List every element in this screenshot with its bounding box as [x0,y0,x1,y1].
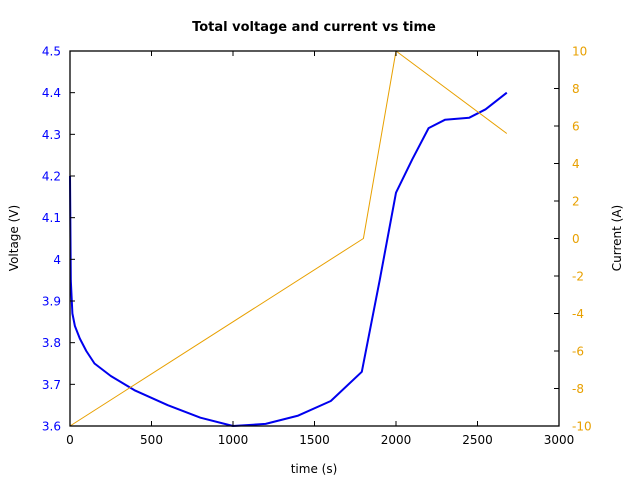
y-tick-label: 3.8 [42,336,61,350]
x-tick-label: 2500 [462,433,493,447]
current-line [69,50,508,427]
y2-tick-label: 0 [572,232,580,246]
y2-axis-label: Current (A) [610,205,624,271]
plot-area [69,50,508,427]
y2-tick-label: 8 [572,82,580,96]
y-tick-label: 4.5 [42,45,61,59]
x-tick-label: 1500 [299,433,330,447]
x-tick-label: 0 [66,433,74,447]
chart-title: Total voltage and current vs time [192,20,436,35]
plot-frame [69,50,560,427]
y-axis-label: Voltage (V) [7,205,21,271]
y-axis-ticks: 3.6 3.7 3.8 3.9 4 4.1 4.2 4.3 4.4 4.5 [42,45,75,434]
y-tick-label: 4.3 [42,128,61,142]
x-tick-label: 3000 [544,433,575,447]
y-tick-label: 4.1 [42,211,61,225]
y2-tick-label: 4 [572,157,580,171]
y2-tick-label: -10 [572,420,592,434]
y-tick-label: 3.9 [42,295,61,309]
y2-tick-label: 10 [572,45,587,59]
y2-tick-label: 2 [572,195,580,209]
x-axis-label: time (s) [291,462,338,476]
voltage-line [69,91,508,427]
x-axis-ticks: 0 500 1000 1500 2000 2500 3000 [66,51,574,447]
x-tick-label: 2000 [381,433,412,447]
y2-tick-label: -2 [572,270,584,284]
y-tick-label: 3.6 [42,420,61,434]
y-tick-label: 3.7 [42,378,61,392]
y2-tick-label: -8 [572,382,584,396]
y-tick-label: 4.4 [42,86,61,100]
y2-tick-label: -6 [572,345,584,359]
y-tick-label: 4.2 [42,170,61,184]
y2-tick-label: 6 [572,120,580,134]
y2-tick-label: -4 [572,307,584,321]
x-tick-label: 1000 [218,433,249,447]
x-tick-label: 500 [140,433,163,447]
y2-axis-ticks: -10 -8 -6 -4 -2 0 2 4 6 8 10 [554,45,592,434]
y-tick-label: 4 [53,253,61,267]
